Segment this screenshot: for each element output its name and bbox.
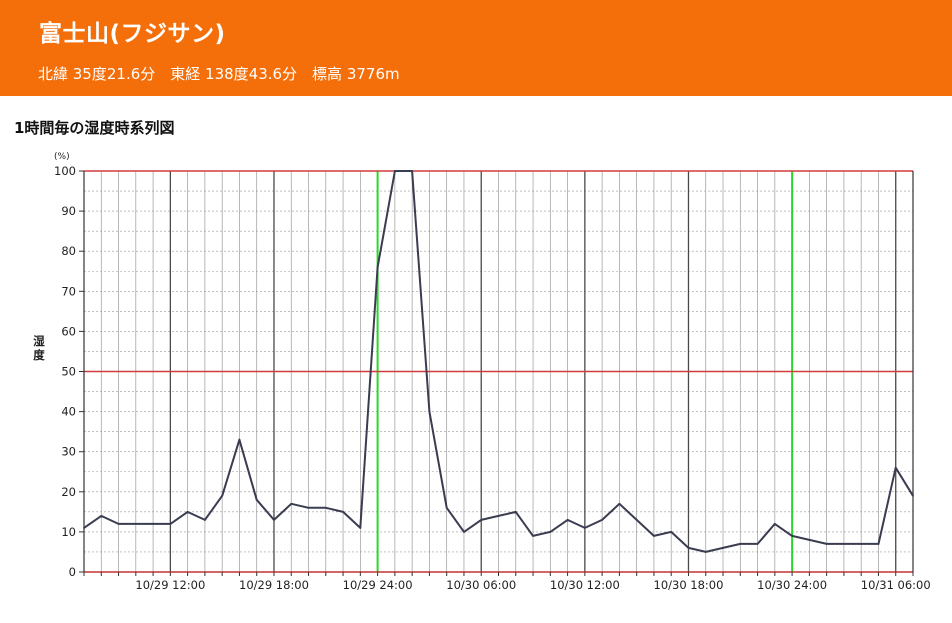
y-tick-label: 20 <box>61 485 76 499</box>
humidity-data-point <box>618 502 621 505</box>
humidity-data-point <box>134 522 137 525</box>
humidity-data-point <box>169 522 172 525</box>
humidity-data-point <box>773 522 776 525</box>
y-tick-label: 70 <box>61 284 76 298</box>
humidity-data-point <box>221 494 224 497</box>
station-coordinates: 北緯 35度21.6分 東経 138度43.6分 標高 3776m <box>38 65 400 83</box>
x-tick-label: 10/31 06:00 <box>861 578 931 592</box>
y-tick-label: 30 <box>61 445 76 459</box>
humidity-data-point <box>877 543 880 545</box>
humidity-data-point <box>912 494 914 497</box>
y-unit-label: (%) <box>54 152 70 162</box>
humidity-data-point <box>722 547 724 549</box>
humidity-data-point <box>100 514 103 517</box>
x-tick-label: 10/29 18:00 <box>239 578 309 592</box>
humidity-data-point <box>860 543 863 545</box>
humidity-data-point <box>359 526 362 529</box>
humidity-data-point <box>83 526 85 529</box>
humidity-data-point <box>393 170 396 172</box>
humidity-data-point <box>497 514 500 517</box>
x-tick-label: 10/30 12:00 <box>550 578 620 592</box>
y-tick-label: 90 <box>61 204 76 218</box>
y-tick-label: 0 <box>69 565 76 579</box>
humidity-data-point <box>290 502 293 505</box>
humidity-data-point <box>514 510 517 513</box>
humidity-data-point <box>687 547 690 549</box>
humidity-series <box>83 170 914 553</box>
station-name: 富士山(フジサン) <box>39 21 226 47</box>
humidity-data-point <box>428 410 431 413</box>
y-tick-label: 100 <box>54 164 76 178</box>
humidity-data-point <box>583 526 586 529</box>
x-tick-label: 10/29 12:00 <box>135 578 205 592</box>
y-tick-labels: 0 10 20 30 40 50 60 70 80 90 100 <box>54 164 76 579</box>
humidity-data-point <box>186 510 189 513</box>
humidity-data-point <box>808 539 811 541</box>
humidity-data-point <box>601 518 604 521</box>
humidity-data-point <box>791 535 794 537</box>
humidity-data-point <box>549 531 552 533</box>
humidity-data-point <box>704 551 707 553</box>
reference-lines <box>84 170 913 373</box>
humidity-data-point <box>203 518 206 521</box>
axes <box>79 170 914 576</box>
humidity-data-point <box>255 498 258 501</box>
x-tick-label: 10/29 24:00 <box>343 578 413 592</box>
y-tick-label: 40 <box>61 405 76 419</box>
station-header: 富士山(フジサン) 北緯 35度21.6分 東経 138度43.6分 標高 37… <box>0 0 952 96</box>
humidity-data-point <box>825 543 828 545</box>
y-tick-label: 50 <box>61 365 76 379</box>
humidity-data-point <box>376 266 379 269</box>
humidity-data-point <box>894 466 897 469</box>
humidity-data-point <box>445 506 448 509</box>
humidity-data-point <box>653 535 655 537</box>
x-tick-label: 10/30 18:00 <box>654 578 724 592</box>
humidity-data-point <box>324 506 327 509</box>
humidity-chart: 0 10 20 30 40 50 60 70 80 90 100 10/29 12:00 10/29 … <box>0 140 952 623</box>
chart-section-title: 1時間毎の湿度時系列図 <box>14 119 175 137</box>
humidity-data-point <box>117 522 120 525</box>
humidity-data-point <box>152 522 154 525</box>
humidity-data-point <box>843 543 845 545</box>
y-tick-label: 80 <box>61 244 76 258</box>
humidity-data-point <box>238 438 241 441</box>
y-axis-title: 湿度 <box>33 334 45 362</box>
humidity-data-point <box>566 518 569 521</box>
x-tick-labels: 10/29 12:00 10/29 18:00 10/29 24:00 10/30 0… <box>135 578 930 592</box>
humidity-data-point <box>670 531 673 533</box>
humidity-data-point <box>463 531 465 533</box>
y-tick-label: 60 <box>61 324 76 338</box>
humidity-data-point <box>411 170 414 172</box>
x-tick-label: 10/30 24:00 <box>757 578 827 592</box>
humidity-data-point <box>739 543 742 545</box>
humidity-data-point <box>273 518 275 521</box>
humidity-data-point <box>307 506 310 509</box>
humidity-data-point <box>342 510 344 513</box>
y-tick-label: 10 <box>61 525 76 539</box>
humidity-data-point <box>756 543 759 545</box>
humidity-data-point <box>635 518 638 521</box>
humidity-data-point <box>532 535 534 537</box>
x-tick-label: 10/30 06:00 <box>446 578 516 592</box>
humidity-data-point <box>480 518 483 521</box>
